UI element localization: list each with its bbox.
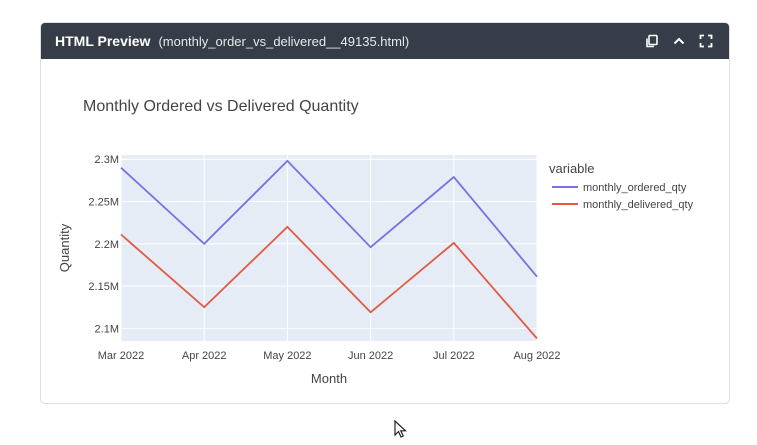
y-tick-label: 2.25M xyxy=(88,197,119,209)
mouse-cursor-icon xyxy=(394,419,408,445)
y-tick-label: 2.2M xyxy=(95,239,119,251)
plot-background xyxy=(121,155,537,341)
x-tick-label: May 2022 xyxy=(263,350,311,362)
panel-filename: (monthly_order_vs_delivered__49135.html) xyxy=(158,33,410,49)
chevron-up-icon[interactable] xyxy=(670,32,688,50)
copy-icon[interactable] xyxy=(643,32,661,50)
x-tick-label: Jun 2022 xyxy=(348,350,393,362)
expand-icon[interactable] xyxy=(697,32,715,50)
header-actions xyxy=(643,23,715,59)
y-tick-label: 2.15M xyxy=(88,281,119,293)
chart-svg: Monthly Ordered vs Delivered Quantity 2.… xyxy=(57,98,694,386)
chart-title: Monthly Ordered vs Delivered Quantity xyxy=(83,98,359,115)
x-tick-label: Jul 2022 xyxy=(433,350,475,362)
html-preview-panel: HTML Preview (monthly_order_vs_delivered… xyxy=(40,22,730,404)
y-tick-label: 2.3M xyxy=(95,154,119,166)
y-tick-label: 2.1M xyxy=(95,323,119,335)
y-axis-label: Quantity xyxy=(57,223,72,272)
chart-area: Monthly Ordered vs Delivered Quantity 2.… xyxy=(41,59,729,403)
x-tick-label: Aug 2022 xyxy=(513,350,560,362)
series-line-monthly_ordered_qty xyxy=(120,159,538,278)
series-line-monthly_delivered_qty xyxy=(120,225,538,340)
x-axis-label: Month xyxy=(311,371,347,386)
legend: variable monthly_ordered_qty monthly_deli… xyxy=(549,161,694,211)
x-tick-label: Apr 2022 xyxy=(182,350,227,362)
legend-title: variable xyxy=(549,161,595,176)
legend-item-label: monthly_ordered_qty xyxy=(583,182,687,194)
legend-item-label: monthly_delivered_qty xyxy=(583,199,694,211)
panel-title: HTML Preview xyxy=(55,33,151,49)
panel-header: HTML Preview (monthly_order_vs_delivered… xyxy=(41,23,729,59)
x-tick-label: Mar 2022 xyxy=(98,350,144,362)
